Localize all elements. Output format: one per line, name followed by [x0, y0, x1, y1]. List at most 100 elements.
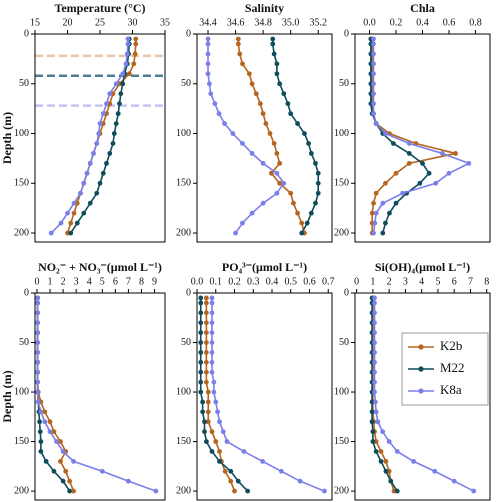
marker — [205, 419, 211, 425]
marker — [232, 488, 237, 494]
marker — [274, 170, 280, 176]
marker — [371, 200, 376, 206]
marker — [260, 200, 266, 206]
profile-line — [372, 297, 395, 492]
marker — [84, 170, 90, 176]
plot-frame — [34, 292, 166, 501]
marker — [240, 141, 245, 146]
marker — [203, 310, 209, 316]
legend-label: M22 — [440, 360, 465, 375]
marker — [126, 71, 132, 77]
y-tick-label: 150 — [14, 178, 29, 189]
marker — [65, 210, 70, 216]
marker — [87, 200, 93, 206]
marker — [203, 350, 209, 355]
y-tick-label: 150 — [176, 178, 191, 189]
x-tick-label: 5 — [435, 276, 440, 287]
x-tick-label: 0.6 — [443, 17, 456, 28]
marker — [94, 141, 100, 146]
marker — [393, 170, 399, 176]
marker — [131, 61, 137, 67]
x-tick-label: 20 — [63, 17, 73, 28]
marker — [372, 220, 378, 226]
marker — [35, 295, 41, 301]
marker — [249, 151, 255, 156]
x-tick-label: 0.5 — [285, 276, 298, 287]
marker — [268, 170, 274, 176]
x-tick-label: 4 — [87, 276, 92, 287]
marker — [205, 41, 211, 47]
marker — [302, 131, 307, 136]
x-tick-label: 0.8 — [469, 17, 482, 28]
marker — [198, 295, 204, 301]
y-tick-label: 200 — [14, 227, 29, 238]
x-tick-label: 3 — [74, 276, 79, 287]
plot-frame — [354, 33, 491, 243]
marker — [274, 190, 280, 196]
marker — [60, 478, 66, 484]
profile-line — [36, 297, 75, 492]
marker — [371, 51, 376, 57]
marker — [372, 340, 377, 345]
legend-marker — [418, 344, 424, 350]
marker — [97, 180, 103, 186]
marker — [387, 210, 392, 216]
x-tick-label: 34.4 — [199, 17, 217, 28]
x-tick-label: 1 — [370, 276, 375, 287]
marker — [100, 170, 106, 176]
y-tick-label: 0 — [344, 287, 349, 298]
marker — [372, 300, 377, 306]
legend-label: K2b — [440, 338, 462, 353]
marker — [209, 449, 215, 454]
marker — [257, 101, 263, 107]
y-tick-label: 0 — [186, 287, 191, 298]
marker — [97, 121, 103, 126]
marker — [58, 220, 64, 226]
x-tick-label: 1 — [48, 276, 53, 287]
marker — [206, 81, 212, 87]
marker — [125, 36, 131, 42]
marker — [371, 61, 376, 67]
marker — [308, 151, 314, 156]
y-tick-label: 0 — [344, 28, 349, 39]
marker — [202, 419, 207, 425]
marker — [281, 180, 287, 186]
marker — [372, 295, 377, 301]
plot-frame — [196, 33, 333, 243]
marker — [285, 101, 291, 107]
marker — [278, 468, 284, 474]
plot-frame — [34, 33, 166, 243]
y-tick-label: 50 — [181, 78, 191, 89]
x-tick-label: 2 — [61, 276, 66, 287]
y-tick-label: 100 — [334, 128, 349, 139]
x-tick-label: 6 — [452, 276, 457, 287]
marker — [211, 379, 217, 385]
profile-line — [211, 297, 325, 492]
marker — [117, 101, 122, 107]
marker — [281, 91, 287, 97]
x-tick-label: 8 — [139, 276, 144, 287]
marker — [38, 409, 44, 415]
marker — [209, 350, 215, 355]
marker — [308, 210, 314, 216]
marker — [372, 399, 378, 405]
y-tick-label: 200 — [334, 227, 349, 238]
marker — [205, 409, 211, 415]
marker — [380, 230, 386, 236]
marker — [240, 61, 245, 67]
marker — [35, 359, 41, 365]
marker — [208, 91, 214, 97]
marker — [42, 419, 48, 425]
marker — [372, 350, 377, 355]
marker — [217, 419, 222, 425]
marker — [394, 449, 400, 454]
marker — [270, 36, 276, 42]
marker — [228, 468, 234, 474]
marker — [295, 210, 300, 216]
marker — [406, 151, 412, 156]
marker — [35, 330, 41, 336]
marker — [35, 310, 41, 316]
marker — [115, 111, 121, 117]
marker — [253, 91, 259, 97]
marker — [260, 111, 266, 117]
